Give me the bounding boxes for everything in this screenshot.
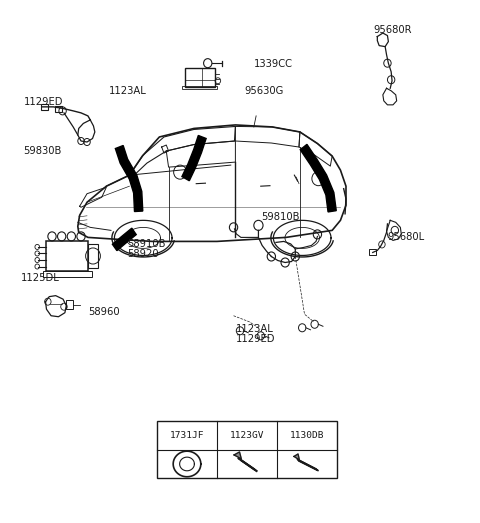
Text: 1130DB: 1130DB (289, 430, 324, 440)
Text: 58910B: 58910B (127, 240, 166, 249)
Text: 58920: 58920 (127, 249, 159, 259)
Text: 1129ED: 1129ED (24, 97, 63, 107)
Text: 1339CC: 1339CC (254, 59, 293, 69)
Bar (88, 244, 98, 268)
Bar (47, 242, 88, 270)
Polygon shape (239, 459, 257, 471)
Text: 1123AL: 1123AL (235, 324, 273, 334)
Text: 1125DL: 1125DL (21, 272, 60, 282)
Polygon shape (298, 459, 318, 471)
Polygon shape (182, 135, 206, 181)
Text: 59830B: 59830B (24, 146, 62, 156)
Text: 59810B: 59810B (261, 212, 299, 222)
Bar (182, 86, 217, 89)
Bar (55, 106, 61, 112)
Text: 95630G: 95630G (245, 86, 284, 96)
Polygon shape (300, 144, 336, 212)
Text: 1731JF: 1731JF (170, 430, 204, 440)
Text: 1123AL: 1123AL (108, 86, 146, 96)
Bar (369, 249, 376, 255)
Bar (157, 420, 337, 479)
Text: 95680L: 95680L (387, 232, 425, 242)
Bar (66, 300, 73, 309)
Bar (185, 67, 215, 87)
Polygon shape (294, 454, 300, 460)
Text: 95680R: 95680R (373, 25, 412, 35)
Polygon shape (112, 228, 136, 251)
Text: 58960: 58960 (88, 306, 120, 317)
Polygon shape (115, 145, 143, 211)
Polygon shape (234, 452, 241, 459)
Bar (43, 270, 92, 277)
Text: 1129ED: 1129ED (235, 334, 275, 344)
Text: 1123GV: 1123GV (229, 430, 264, 440)
Bar (41, 105, 48, 110)
